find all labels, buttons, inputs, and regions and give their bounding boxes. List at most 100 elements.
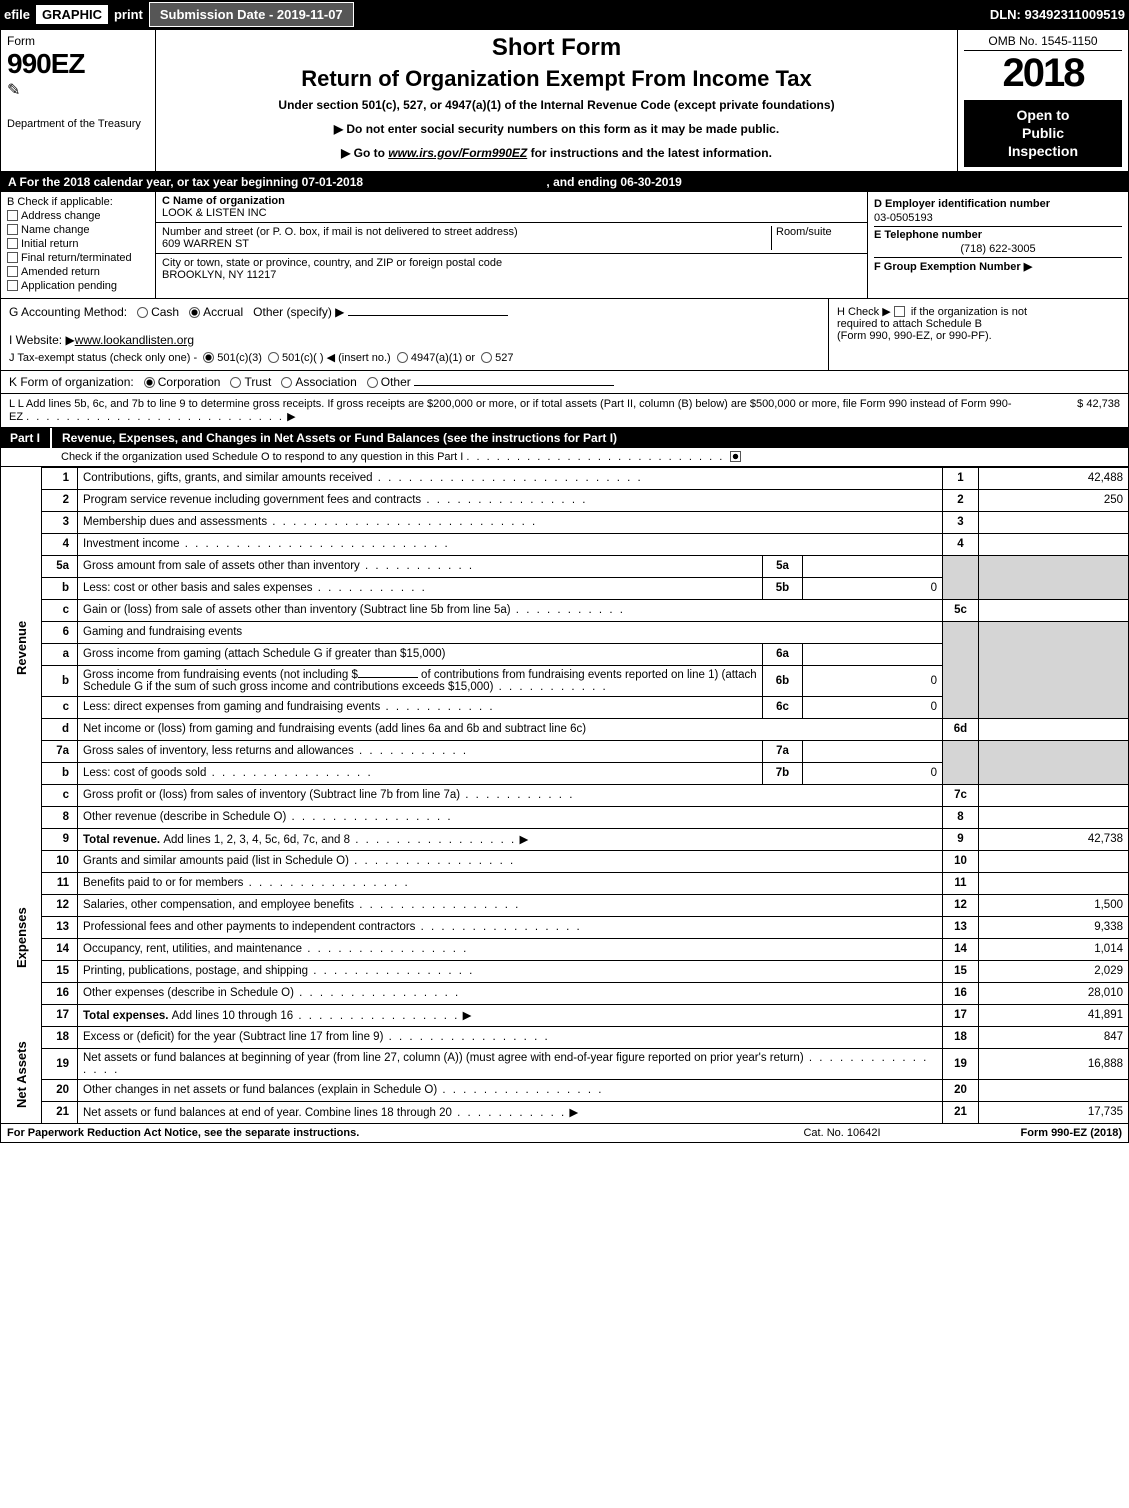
j-o4: 527 — [495, 352, 513, 364]
line-5a: 5a Gross amount from sale of assets othe… — [1, 555, 1129, 577]
part1-label: Part I — [0, 428, 52, 448]
line-21: 21 Net assets or fund balances at end of… — [1, 1101, 1129, 1123]
j-sub: (check only one) - — [110, 352, 197, 364]
mv-5a — [803, 555, 943, 577]
radio-501c[interactable] — [268, 352, 279, 363]
radio-accrual[interactable] — [189, 307, 200, 318]
efile-label: efile — [4, 7, 30, 22]
chk-application-pending[interactable]: Application pending — [7, 280, 149, 292]
radio-other-org[interactable] — [367, 377, 378, 388]
radio-corporation[interactable] — [144, 377, 155, 388]
cl-7c: 7c — [943, 784, 979, 806]
ln-3: 3 — [42, 511, 78, 533]
website-label: I Website: ▶ — [9, 333, 75, 347]
line-13: 13 Professional fees and other payments … — [1, 916, 1129, 938]
ln-21: 21 — [42, 1101, 78, 1123]
d-8: Other revenue (describe in Schedule O) — [83, 811, 286, 823]
chk-address-change[interactable]: Address change — [7, 210, 149, 222]
omb-number: OMB No. 1545-1150 — [964, 34, 1122, 51]
v-18: 847 — [979, 1026, 1129, 1048]
note2-post: for instructions and the latest informat… — [527, 146, 772, 160]
website-value[interactable]: www.lookandlisten.org — [75, 333, 194, 347]
line-3: 3 Membership dues and assessments 3 — [1, 511, 1129, 533]
room-label: Room/suite — [776, 226, 832, 238]
mv-6a — [803, 643, 943, 665]
ln-6a: a — [42, 643, 78, 665]
radio-association[interactable] — [281, 377, 292, 388]
d-6a: Gross income from gaming (attach Schedul… — [83, 648, 445, 660]
g-label: G Accounting Method: — [9, 305, 127, 319]
k-o1: Corporation — [158, 375, 221, 389]
ln-6b: b — [42, 665, 78, 696]
d-5a: Gross amount from sale of assets other t… — [83, 560, 360, 572]
revenue-side-label: Revenue — [1, 467, 42, 828]
note-ssn: ▶ Do not enter social security numbers o… — [166, 122, 947, 136]
ml-7b: 7b — [763, 762, 803, 784]
line-17: 17 Total expenses. Add lines 10 through … — [1, 1004, 1129, 1026]
open-l1: Open to — [968, 106, 1118, 124]
ml-6c: 6c — [763, 696, 803, 718]
line-8: 8 Other revenue (describe in Schedule O)… — [1, 806, 1129, 828]
irs-link[interactable]: www.irs.gov/Form990EZ — [388, 146, 527, 160]
main-title: Return of Organization Exempt From Incom… — [166, 66, 947, 92]
v-11 — [979, 872, 1129, 894]
submission-date-button[interactable]: Submission Date - 2019-11-07 — [149, 2, 354, 27]
ln-1: 1 — [42, 467, 78, 489]
cl-4: 4 — [943, 533, 979, 555]
k-o4: Other — [381, 375, 411, 389]
print-label[interactable]: print — [114, 7, 143, 22]
v-14: 1,014 — [979, 938, 1129, 960]
period-end: , and ending 06-30-2019 — [546, 175, 681, 189]
line-1: Revenue 1 Contributions, gifts, grants, … — [1, 467, 1129, 489]
chk-name-change[interactable]: Name change — [7, 224, 149, 236]
ml-7a: 7a — [763, 740, 803, 762]
ln-5a: 5a — [42, 555, 78, 577]
line-6d: d Net income or (loss) from gaming and f… — [1, 718, 1129, 740]
line-15: 15 Printing, publications, postage, and … — [1, 960, 1129, 982]
cl-3: 3 — [943, 511, 979, 533]
j-o2: 501(c)( ) ◀ (insert no.) — [282, 352, 391, 364]
radio-4947[interactable] — [397, 352, 408, 363]
d-10: Grants and similar amounts paid (list in… — [83, 855, 349, 867]
ml-6a: 6a — [763, 643, 803, 665]
v-2: 250 — [979, 489, 1129, 511]
v-6d — [979, 718, 1129, 740]
efile-icon: ✎ — [7, 80, 149, 100]
box-def: D Employer identification number 03-0505… — [868, 192, 1128, 298]
d-2: Program service revenue including govern… — [83, 494, 421, 506]
part1-title: Revenue, Expenses, and Changes in Net As… — [52, 428, 1129, 448]
d-14: Occupancy, rent, utilities, and maintena… — [83, 943, 302, 955]
ml-6b: 6b — [763, 665, 803, 696]
street-label: Number and street (or P. O. box, if mail… — [162, 226, 518, 238]
org-name: LOOK & LISTEN INC — [162, 207, 267, 219]
line-5c: c Gain or (loss) from sale of assets oth… — [1, 599, 1129, 621]
radio-527[interactable] — [481, 352, 492, 363]
d-5b: Less: cost or other basis and sales expe… — [83, 582, 313, 594]
chk-schedule-o-part1[interactable] — [730, 451, 741, 462]
v-7c — [979, 784, 1129, 806]
v-15: 2,029 — [979, 960, 1129, 982]
ln-10: 10 — [42, 850, 78, 872]
radio-trust[interactable] — [230, 377, 241, 388]
v-10 — [979, 850, 1129, 872]
ln-5c: c — [42, 599, 78, 621]
d-7c: Gross profit or (loss) from sales of inv… — [83, 789, 460, 801]
mv-7a — [803, 740, 943, 762]
radio-501c3[interactable] — [203, 352, 214, 363]
part1-table: Revenue 1 Contributions, gifts, grants, … — [0, 467, 1129, 1124]
ln-9: 9 — [42, 828, 78, 850]
cl-5c: 5c — [943, 599, 979, 621]
chk-initial-return[interactable]: Initial return — [7, 238, 149, 250]
ein-value: 03-0505193 — [874, 212, 1122, 224]
form-title-box: Short Form Return of Organization Exempt… — [156, 30, 958, 171]
chk-final-return[interactable]: Final return/terminated — [7, 252, 149, 264]
city-value: BROOKLYN, NY 11217 — [162, 269, 276, 281]
radio-cash[interactable] — [137, 307, 148, 318]
line-9: 9 Total revenue. Add lines 1, 2, 3, 4, 5… — [1, 828, 1129, 850]
cl-6d: 6d — [943, 718, 979, 740]
form-id-box: Form 990EZ ✎ Department of the Treasury — [1, 30, 156, 171]
cash-label: Cash — [151, 305, 179, 319]
chk-amended-return[interactable]: Amended return — [7, 266, 149, 278]
chk-schedule-b[interactable] — [894, 306, 905, 317]
line-14: 14 Occupancy, rent, utilities, and maint… — [1, 938, 1129, 960]
